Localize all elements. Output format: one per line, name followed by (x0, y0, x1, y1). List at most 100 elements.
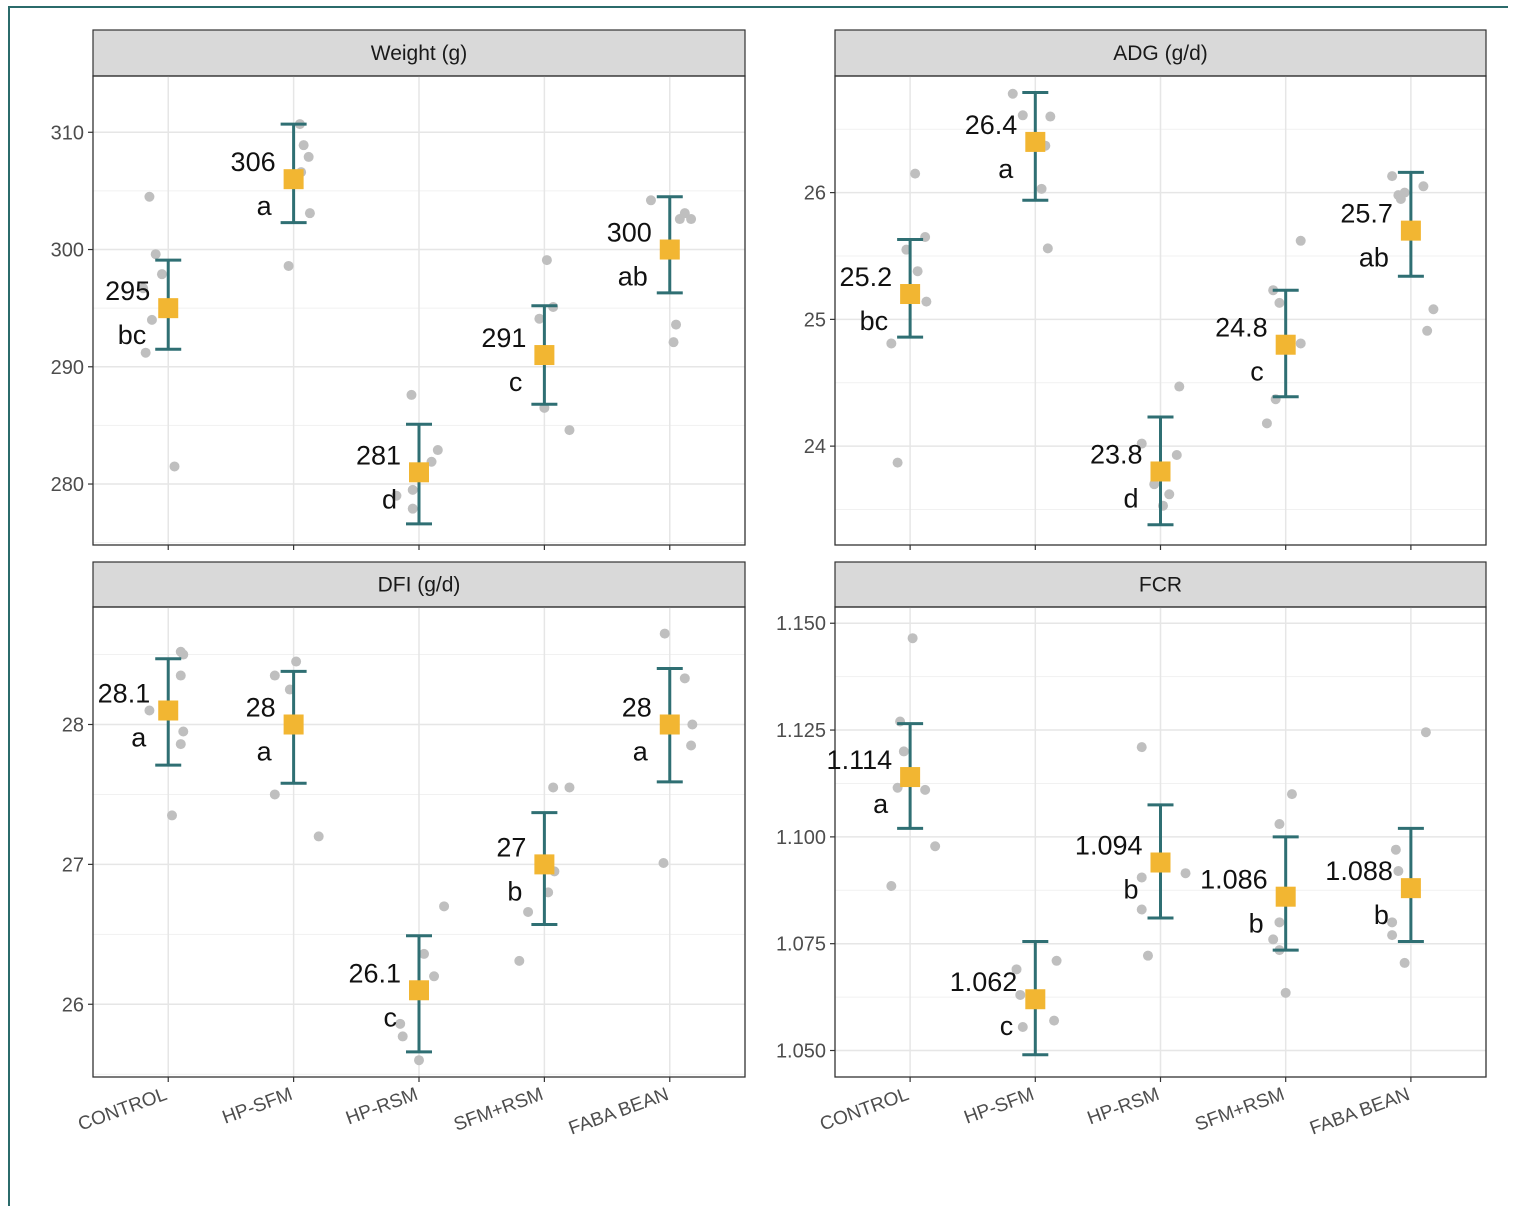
raw-data-point (1268, 934, 1279, 945)
raw-data-point (886, 881, 897, 892)
y-tick-label: 1.075 (776, 934, 826, 956)
raw-data-point (439, 901, 450, 912)
raw-data-point (1136, 438, 1147, 449)
raw-data-point (1387, 917, 1398, 928)
raw-data-point (910, 168, 921, 179)
raw-data-point (671, 319, 682, 330)
raw-data-point (397, 1031, 408, 1042)
mean-point (900, 767, 921, 788)
significance-letter: ab (1359, 243, 1389, 273)
x-tick-label: FABA BEAN (566, 1084, 671, 1139)
mean-value-label: 1.114 (827, 745, 893, 775)
raw-data-point (419, 948, 430, 959)
raw-data-point (920, 784, 931, 795)
facet-strip (834, 561, 1487, 608)
y-tick-label: 1.150 (776, 613, 826, 635)
facet-title: FCR (1139, 574, 1182, 597)
raw-data-point (1011, 964, 1022, 975)
significance-letter: d (1123, 483, 1138, 513)
raw-data-point (1171, 450, 1182, 461)
raw-data-point (514, 955, 525, 966)
raw-data-point (679, 673, 690, 684)
raw-data-point (407, 503, 418, 514)
raw-data-point (1420, 727, 1431, 738)
significance-letter: bc (860, 306, 889, 336)
raw-data-point (1017, 110, 1028, 121)
y-tick-label: 28 (62, 715, 84, 737)
raw-data-point (1387, 930, 1398, 941)
facet-title: DFI (g/d) (378, 574, 461, 597)
raw-data-point (921, 296, 932, 307)
raw-data-point (406, 389, 417, 400)
raw-data-point (1180, 868, 1191, 879)
significance-letter: b (1123, 875, 1138, 905)
raw-data-point (1142, 950, 1153, 961)
significance-letter: a (131, 723, 147, 753)
mean-value-label: 300 (607, 218, 652, 248)
raw-data-point (407, 484, 418, 495)
raw-data-point (1280, 987, 1291, 998)
raw-data-point (432, 445, 443, 456)
mean-point (1025, 131, 1046, 152)
mean-point (1275, 334, 1296, 355)
raw-data-point (1399, 957, 1410, 968)
facet-strip (92, 561, 746, 608)
raw-data-point (1395, 193, 1406, 204)
raw-data-point (1274, 819, 1285, 830)
raw-data-point (303, 151, 314, 162)
mean-point (1400, 878, 1421, 899)
mean-value-label: 295 (105, 276, 150, 306)
facet-title: Weight (g) (371, 42, 467, 65)
mean-value-label: 291 (481, 323, 526, 353)
significance-letter: b (1249, 909, 1264, 939)
raw-data-point (886, 338, 897, 349)
raw-data-point (1015, 989, 1026, 1000)
significance-letter: a (633, 737, 649, 767)
raw-data-point (146, 314, 157, 325)
mean-point (158, 700, 179, 721)
raw-data-point (178, 649, 189, 660)
raw-data-point (1042, 243, 1053, 254)
raw-data-point (1387, 171, 1398, 182)
raw-data-point (1164, 489, 1175, 500)
mean-value-label: 1.086 (1200, 865, 1268, 895)
significance-letter: c (509, 367, 523, 397)
raw-data-point (1051, 955, 1062, 966)
y-tick-label: 1.125 (776, 720, 826, 742)
raw-data-point (686, 214, 697, 225)
y-tick-label: 25 (804, 309, 826, 331)
raw-data-point (391, 490, 402, 501)
mean-value-label: 28 (622, 693, 652, 723)
raw-data-point (313, 831, 324, 842)
facet-strip (834, 29, 1487, 77)
raw-data-point (930, 841, 941, 852)
mean-point (283, 169, 304, 190)
mean-value-label: 28.1 (98, 679, 151, 709)
raw-data-point (564, 425, 575, 436)
raw-data-point (169, 461, 180, 472)
x-tick-label: FABA BEAN (1307, 1084, 1412, 1139)
raw-data-point (892, 457, 903, 468)
raw-data-point (426, 456, 437, 467)
raw-data-point (1295, 338, 1306, 349)
raw-data-point (548, 782, 559, 793)
raw-data-point (144, 191, 155, 202)
x-tick-label: CONTROL (75, 1084, 169, 1136)
raw-data-point (686, 740, 697, 751)
raw-data-point (1428, 304, 1439, 315)
raw-data-point (564, 782, 575, 793)
mean-value-label: 1.062 (950, 967, 1018, 997)
panel-3: DFI (g/d) 26 27 28 CONTROL HP-SFM HP-RSM SFM+RS… (62, 561, 746, 1139)
significance-letter: c (1250, 357, 1264, 387)
raw-data-point (304, 208, 315, 219)
raw-data-point (1295, 235, 1306, 246)
mean-value-label: 26.4 (965, 110, 1018, 140)
x-tick-label: SFM+RSM (1192, 1084, 1287, 1136)
raw-data-point (395, 1018, 406, 1029)
mean-value-label: 281 (356, 440, 401, 470)
mean-value-label: 23.8 (1090, 439, 1143, 469)
raw-data-point (1136, 742, 1147, 753)
raw-data-point (1149, 479, 1160, 490)
mean-value-label: 1.088 (1325, 856, 1393, 886)
